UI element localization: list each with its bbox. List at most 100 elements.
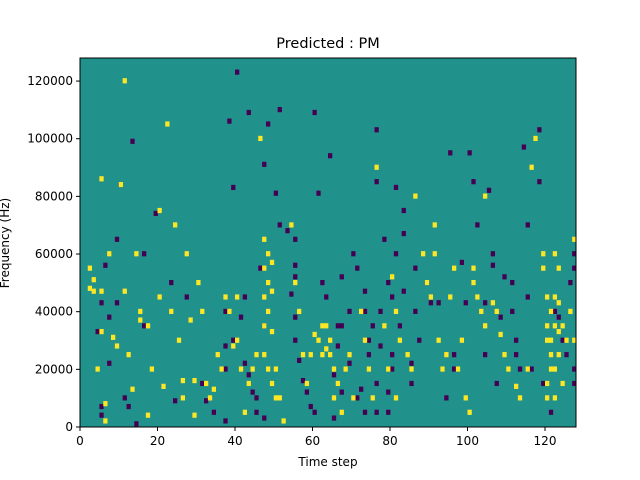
heatmap-cell-high (95, 366, 100, 372)
heatmap-cell-high (428, 294, 434, 300)
heatmap-cell-high (118, 181, 124, 188)
heatmap-cell-high (281, 418, 286, 424)
heatmap-cell-high (266, 366, 271, 372)
y-tick-label: 20000 (35, 362, 73, 376)
heatmap-cell-low (409, 380, 414, 387)
heatmap-cell-high (517, 395, 523, 401)
heatmap-cell-low (107, 360, 112, 366)
heatmap-cell-low (231, 184, 236, 191)
heatmap-cell-low (254, 395, 259, 401)
heatmap-cell-low (514, 337, 519, 343)
heatmap-cell-high (258, 135, 263, 142)
heatmap-cell-low (355, 265, 360, 271)
heatmap-cell-high (308, 352, 313, 358)
heatmap-cell-high (541, 251, 546, 257)
heatmap-cell-low (223, 343, 228, 349)
heatmap-cell-low (397, 323, 403, 329)
heatmap-cell-low (347, 360, 352, 366)
heatmap-cell-low (452, 366, 457, 372)
heatmap-cell-low (223, 418, 228, 424)
heatmap-cell-low (514, 352, 519, 358)
heatmap-cell-low (517, 366, 523, 372)
heatmap-cell-high (382, 323, 387, 329)
heatmap-cell-low (452, 352, 457, 358)
heatmap-cell-low (231, 337, 236, 343)
heatmap-cell-high (548, 366, 554, 372)
heatmap-cell-low (169, 279, 174, 286)
heatmap-cell-high (386, 366, 391, 372)
heatmap-cell-high (552, 366, 558, 372)
heatmap-cell-high (211, 386, 217, 392)
x-tick-label: 60 (305, 434, 320, 448)
heatmap-cell-high (556, 265, 561, 271)
heatmap-cell-low (114, 236, 120, 242)
heatmap-cell-high (269, 259, 275, 265)
heatmap-cell-high (266, 279, 271, 286)
heatmap-cell-high (103, 418, 108, 424)
heatmap-cell-low (390, 294, 395, 300)
heatmap-cell-high (463, 395, 468, 401)
heatmap-cell-high (204, 380, 209, 387)
heatmap-cell-high (552, 395, 558, 401)
heatmap-cell-high (529, 164, 534, 170)
heatmap-cell-low (134, 421, 139, 427)
heatmap-cell-high (471, 279, 476, 286)
heatmap-cell-high (262, 323, 267, 329)
heatmap-cell-high (409, 366, 414, 372)
heatmap-cell-high (560, 323, 565, 329)
heatmap-cell-high (564, 337, 569, 343)
heatmap-cell-low (328, 153, 333, 159)
heatmap-cell-high (483, 193, 488, 199)
heatmap-cell-high (87, 265, 93, 271)
heatmap-cell-high (304, 380, 310, 387)
heatmap-cell-low (347, 308, 352, 314)
heatmap-cell-high (479, 308, 484, 314)
heatmap-cell-high (483, 323, 488, 329)
heatmap-cell-high (122, 78, 127, 84)
x-tick-label: 80 (382, 434, 397, 448)
heatmap-cell-high (293, 279, 298, 286)
heatmap-cell-low (99, 300, 104, 306)
heatmap-cell-high (165, 121, 170, 127)
heatmap-cell-low (486, 187, 492, 193)
heatmap-cell-high (262, 265, 267, 271)
heatmap-cell-high (91, 277, 96, 283)
heatmap-cell-low (312, 109, 317, 116)
heatmap-cell-low (386, 389, 391, 395)
heatmap-cell-low (386, 279, 391, 286)
heatmap-cell-high (207, 395, 213, 401)
heatmap-cell-low (498, 314, 503, 320)
heatmap-cell-low (312, 409, 317, 415)
heatmap-cell-low (483, 352, 488, 358)
heatmap-cell-high (572, 337, 577, 343)
y-axis-ticks: 0 20000 40000 60000 80000 100000 120000 (27, 74, 80, 434)
heatmap-cell-low (293, 262, 298, 268)
heatmap-cell-high (413, 193, 418, 199)
heatmap-cell-low (564, 352, 569, 358)
y-axis-label: Frequency (Hz) (0, 198, 12, 289)
heatmap-cell-high (374, 164, 379, 170)
heatmap-cell-low (374, 127, 379, 133)
heatmap-cell-low (572, 366, 577, 372)
heatmap-cell-high (277, 395, 282, 401)
heatmap-cell-high (552, 323, 558, 329)
x-tick-label: 120 (534, 434, 557, 448)
heatmap-cell-high (289, 222, 294, 228)
heatmap-cell-low (378, 308, 383, 314)
heatmap-cell-low (273, 190, 279, 196)
chart-title: Predicted : PM (276, 36, 379, 52)
heatmap-cell-high (266, 251, 271, 257)
heatmap-cell-high (339, 409, 344, 415)
heatmap-cell-high (111, 334, 116, 340)
heatmap-cell-high (87, 285, 93, 291)
heatmap-cell-low (413, 265, 418, 271)
heatmap-cell-high (440, 366, 445, 372)
heatmap-cell-high (192, 412, 197, 418)
heatmap-cell-low (351, 251, 356, 257)
heatmap-cell-high (328, 352, 333, 358)
heatmap-cell-high (145, 412, 151, 418)
heatmap-cell-low (401, 288, 406, 294)
heatmap-cell-high (390, 274, 395, 280)
heatmap-cell-low (242, 294, 248, 300)
plot-frame (79, 57, 577, 428)
